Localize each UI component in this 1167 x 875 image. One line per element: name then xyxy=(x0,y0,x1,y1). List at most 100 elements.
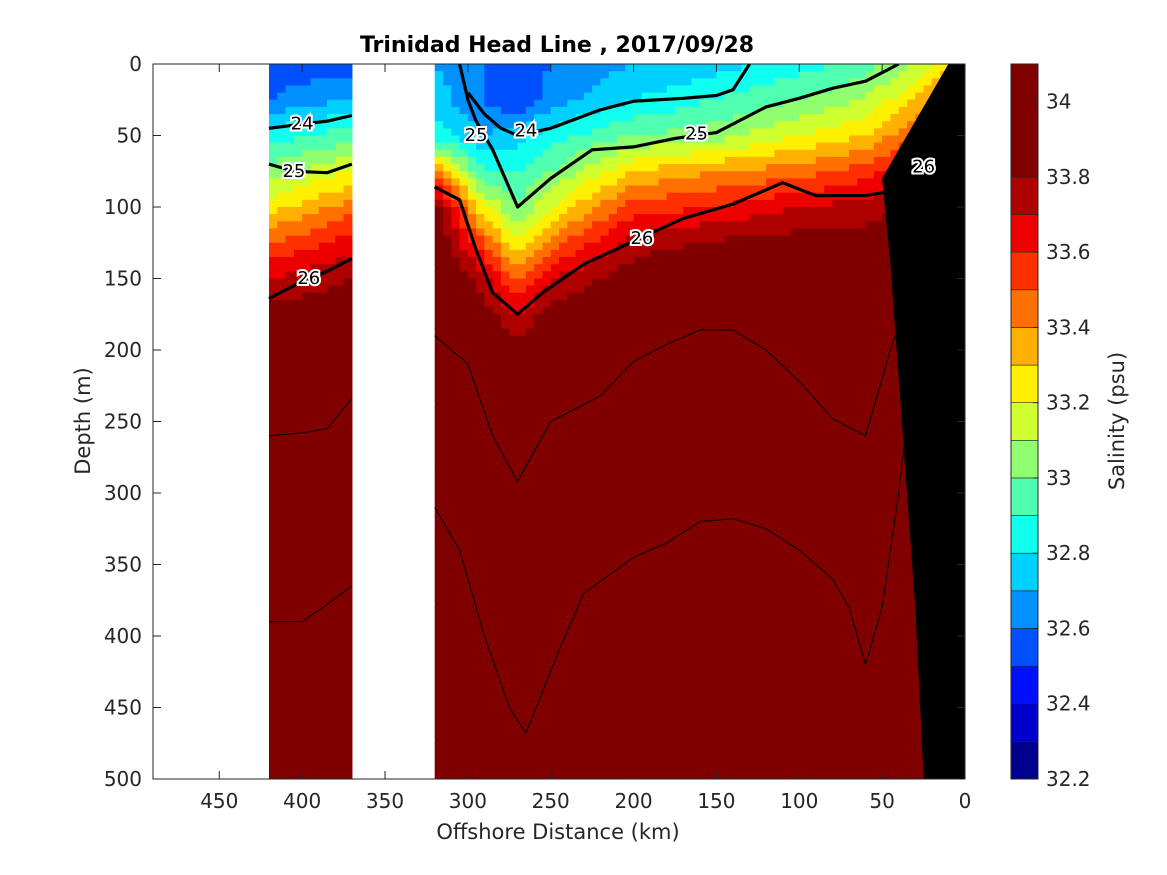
salinity-cell xyxy=(741,185,751,194)
salinity-cell xyxy=(492,700,502,709)
salinity-cell xyxy=(451,178,461,187)
salinity-cell xyxy=(757,71,767,79)
salinity-cell xyxy=(675,164,684,172)
salinity-cell xyxy=(749,535,759,544)
salinity-cell xyxy=(608,507,618,516)
salinity-cell xyxy=(525,636,535,644)
salinity-cell xyxy=(501,142,510,151)
salinity-cell xyxy=(509,235,519,244)
salinity-cell xyxy=(293,199,303,208)
salinity-cell xyxy=(293,207,303,215)
salinity-cell xyxy=(575,392,585,401)
salinity-cell xyxy=(633,199,643,208)
salinity-cell xyxy=(467,628,477,637)
salinity-cell xyxy=(285,750,295,759)
salinity-cell xyxy=(749,657,759,666)
salinity-cell xyxy=(476,128,486,137)
salinity-cell xyxy=(559,228,568,237)
salinity-cell xyxy=(293,271,303,280)
salinity-cell xyxy=(708,457,718,465)
salinity-cell xyxy=(542,335,552,344)
salinity-cell xyxy=(542,164,552,172)
salinity-cell xyxy=(492,99,502,108)
salinity-cell xyxy=(476,593,486,601)
salinity-cell xyxy=(434,149,444,158)
salinity-cell xyxy=(691,278,701,287)
salinity-cell xyxy=(716,478,726,487)
salinity-cell xyxy=(517,764,527,773)
salinity-cell xyxy=(691,271,701,280)
salinity-cell xyxy=(675,71,684,79)
salinity-cell xyxy=(716,650,726,659)
salinity-cell xyxy=(600,478,610,487)
salinity-cell xyxy=(650,321,660,330)
salinity-cell xyxy=(277,392,287,401)
salinity-cell xyxy=(699,528,709,537)
salinity-cell xyxy=(691,307,701,315)
salinity-cell xyxy=(318,585,328,594)
salinity-cell xyxy=(484,78,494,87)
salinity-cell xyxy=(285,664,295,673)
salinity-cell xyxy=(525,364,535,373)
salinity-cell xyxy=(600,71,610,79)
salinity-cell xyxy=(675,535,684,544)
salinity-cell xyxy=(724,564,734,573)
salinity-cell xyxy=(691,357,701,365)
salinity-cell xyxy=(277,557,287,566)
salinity-cell xyxy=(716,435,726,444)
salinity-cell xyxy=(675,471,684,480)
salinity-cell xyxy=(608,228,618,237)
salinity-cell xyxy=(467,585,477,594)
salinity-cell xyxy=(741,385,751,394)
salinity-cell xyxy=(617,249,626,258)
salinity-cell xyxy=(567,428,577,437)
salinity-cell xyxy=(277,171,287,179)
salinity-cell xyxy=(559,564,568,573)
salinity-cell xyxy=(476,407,486,415)
salinity-cell xyxy=(542,121,552,129)
salinity-cell xyxy=(699,457,709,465)
salinity-cell xyxy=(633,285,643,294)
salinity-cell xyxy=(617,543,626,551)
salinity-cell xyxy=(724,214,734,222)
salinity-cell xyxy=(733,292,742,301)
salinity-cell xyxy=(575,564,585,573)
salinity-cell xyxy=(277,114,287,122)
salinity-cell xyxy=(691,242,701,251)
salinity-cell xyxy=(269,364,278,373)
salinity-cell xyxy=(691,500,701,508)
salinity-cell xyxy=(459,407,469,415)
salinity-cell xyxy=(559,207,568,215)
salinity-cell xyxy=(675,392,684,401)
salinity-cell xyxy=(293,78,303,87)
salinity-cell xyxy=(542,78,552,87)
salinity-cell xyxy=(699,371,709,380)
salinity-cell xyxy=(749,578,759,587)
salinity-cell xyxy=(451,164,461,172)
salinity-cell xyxy=(724,392,734,401)
salinity-cell xyxy=(575,478,585,487)
salinity-cell xyxy=(542,228,552,237)
salinity-cell xyxy=(575,414,585,423)
salinity-cell xyxy=(666,292,676,301)
salinity-cell xyxy=(343,192,353,201)
salinity-cell xyxy=(641,650,651,659)
salinity-cell xyxy=(277,314,287,322)
salinity-cell xyxy=(343,707,353,716)
salinity-cell xyxy=(608,242,618,251)
salinity-cell xyxy=(443,771,452,779)
salinity-cell xyxy=(293,214,303,222)
salinity-cell xyxy=(343,378,353,387)
salinity-cell xyxy=(542,328,552,337)
salinity-cell xyxy=(343,299,353,308)
salinity-cell xyxy=(683,350,693,358)
salinity-cell xyxy=(293,407,303,415)
salinity-cell xyxy=(302,728,312,737)
salinity-cell xyxy=(318,364,328,373)
salinity-cell xyxy=(443,543,452,551)
salinity-cell xyxy=(608,249,618,258)
salinity-cell xyxy=(525,371,535,380)
salinity-cell xyxy=(633,192,643,201)
salinity-cell xyxy=(741,721,751,730)
salinity-cell xyxy=(343,621,353,630)
